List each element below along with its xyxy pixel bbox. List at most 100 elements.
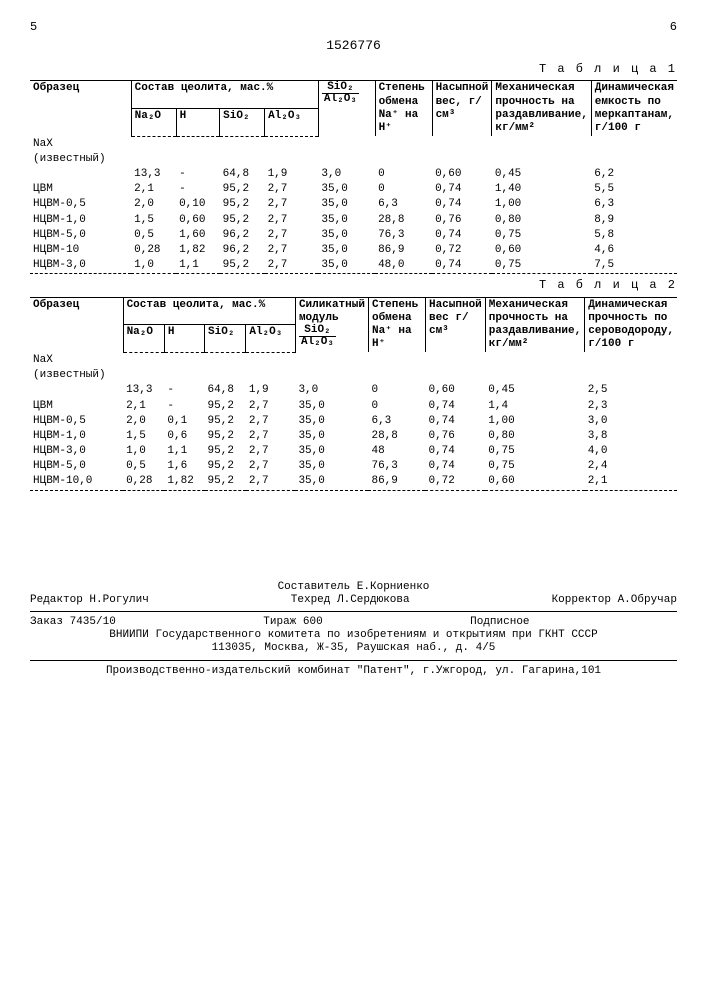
th-bulk: Насыпной вес, г/см³ xyxy=(432,81,492,136)
cell: 35,0 xyxy=(295,399,368,414)
table-row: НЦВМ-1,01,50,695,22,735,028,80,760,803,8 xyxy=(30,429,677,444)
table-row: 13,3-64,81,93,000,600,456,2 xyxy=(30,167,677,182)
cell: НЦВМ-0,5 xyxy=(30,197,131,212)
cell: 95,2 xyxy=(220,182,265,197)
page-left: 5 xyxy=(30,20,37,34)
cell: 76,3 xyxy=(375,228,432,243)
cell: 2,7 xyxy=(246,414,296,429)
cell: 28,8 xyxy=(368,429,425,444)
cell: 1,9 xyxy=(246,383,296,398)
cell: 2,7 xyxy=(265,258,319,274)
order: Заказ 7435/10 xyxy=(30,616,116,629)
cell: 2,1 xyxy=(585,474,677,490)
table-row: ЦВМ2,1-95,22,735,000,741,42,3 xyxy=(30,399,677,414)
cell: 2,0 xyxy=(131,197,176,212)
th-ratio: Силикатный модуль SiO₂Al₂O₃ xyxy=(295,297,368,352)
cell: 0,80 xyxy=(485,429,584,444)
cell: 35,0 xyxy=(318,243,375,258)
cell: 1,1 xyxy=(164,444,204,459)
table1-label: Т а б л и ц а 1 xyxy=(30,62,677,76)
cell: 3,8 xyxy=(585,429,677,444)
cell: 35,0 xyxy=(295,429,368,444)
cell: 35,0 xyxy=(318,182,375,197)
table-row: (известный) xyxy=(30,368,677,383)
cell: 6,3 xyxy=(368,414,425,429)
th-strength: Механическая прочность на раздавливание,… xyxy=(485,297,584,352)
cell: 1,4 xyxy=(485,399,584,414)
th-na2o: Na₂O xyxy=(131,109,176,137)
cell: 6,3 xyxy=(591,197,677,212)
cell: 35,0 xyxy=(318,197,375,212)
cell: НЦВМ-0,5 xyxy=(30,414,123,429)
cell: 2,7 xyxy=(246,474,296,490)
cell: 0,28 xyxy=(123,474,164,490)
cell: 0,28 xyxy=(131,243,176,258)
cell: 5,5 xyxy=(591,182,677,197)
cell: 1,5 xyxy=(131,213,176,228)
table-row: НЦВМ-0,52,00,1095,22,735,06,30,741,006,3 xyxy=(30,197,677,212)
cell: 0,60 xyxy=(485,474,584,490)
cell: 0,75 xyxy=(492,228,591,243)
table-row: НЦВМ-100,281,8296,22,735,086,90,720,604,… xyxy=(30,243,677,258)
th-h: H xyxy=(164,325,204,353)
th-sample: Образец xyxy=(30,81,131,136)
cell: 95,2 xyxy=(205,399,246,414)
cell: 35,0 xyxy=(318,228,375,243)
table2: Образец Состав цеолита, мас.% Силикатный… xyxy=(30,297,677,491)
cell: 1,0 xyxy=(131,258,176,274)
cell: 5,8 xyxy=(591,228,677,243)
cell: 2,7 xyxy=(246,459,296,474)
cell: НЦВМ-5,0 xyxy=(30,459,123,474)
table1: Образец Состав цеолита, мас.% SiO₂Al₂O₃ … xyxy=(30,80,677,274)
cell: 0,72 xyxy=(425,474,485,490)
cell: 86,9 xyxy=(368,474,425,490)
th-exchange: Степень обмена Na⁺ на H⁺ xyxy=(368,297,425,352)
cell: 6,2 xyxy=(591,167,677,182)
cell: - xyxy=(176,182,220,197)
cell: 4,0 xyxy=(585,444,677,459)
sub: Подписное xyxy=(470,616,529,629)
cell: 2,5 xyxy=(585,383,677,398)
th-al2o3: Al₂O₃ xyxy=(246,325,296,353)
cell: 3,0 xyxy=(318,167,375,182)
vniipi: ВНИИПИ Государственного комитета по изоб… xyxy=(30,629,677,642)
cell: 0 xyxy=(375,182,432,197)
cell: 95,2 xyxy=(205,429,246,444)
cell: 2,7 xyxy=(246,399,296,414)
cell: 95,2 xyxy=(205,444,246,459)
cell: 1,40 xyxy=(492,182,591,197)
cell: 0,60 xyxy=(425,383,485,398)
cell: 0,10 xyxy=(176,197,220,212)
cell xyxy=(30,383,123,398)
cell: 2,1 xyxy=(131,182,176,197)
cell: 0,74 xyxy=(432,197,492,212)
th-comp: Состав цеолита, мас.% xyxy=(131,81,318,109)
cell: 2,0 xyxy=(123,414,164,429)
corrector: Корректор А.Обручар xyxy=(552,594,677,607)
cell: 0,75 xyxy=(485,459,584,474)
cell: 0,74 xyxy=(432,182,492,197)
cell: НЦВМ-10,0 xyxy=(30,474,123,490)
th-capacity: Динамическая емкость по меркаптанам, г/1… xyxy=(591,81,677,136)
cell: 0,74 xyxy=(425,399,485,414)
cell: 2,3 xyxy=(585,399,677,414)
cell: 1,0 xyxy=(123,444,164,459)
cell: 0,45 xyxy=(492,167,591,182)
cell: 13,3 xyxy=(131,167,176,182)
table-row: НЦВМ-5,00,51,695,22,735,076,30,740,752,4 xyxy=(30,459,677,474)
cell: 1,1 xyxy=(176,258,220,274)
cell: 1,00 xyxy=(485,414,584,429)
cell: 95,2 xyxy=(220,213,265,228)
cell: 2,1 xyxy=(123,399,164,414)
cell: 0,76 xyxy=(432,213,492,228)
page-right: 6 xyxy=(670,20,677,34)
cell: 0 xyxy=(375,167,432,182)
cell: 28,8 xyxy=(375,213,432,228)
cell: - xyxy=(164,383,204,398)
cell: 1,6 xyxy=(164,459,204,474)
cell xyxy=(30,167,131,182)
table-row: НЦВМ-10,00,281,8295,22,735,086,90,720,60… xyxy=(30,474,677,490)
table-row: НЦВМ-0,52,00,195,22,735,06,30,741,003,0 xyxy=(30,414,677,429)
cell: 1,00 xyxy=(492,197,591,212)
cell: НЦВМ-3,0 xyxy=(30,258,131,274)
